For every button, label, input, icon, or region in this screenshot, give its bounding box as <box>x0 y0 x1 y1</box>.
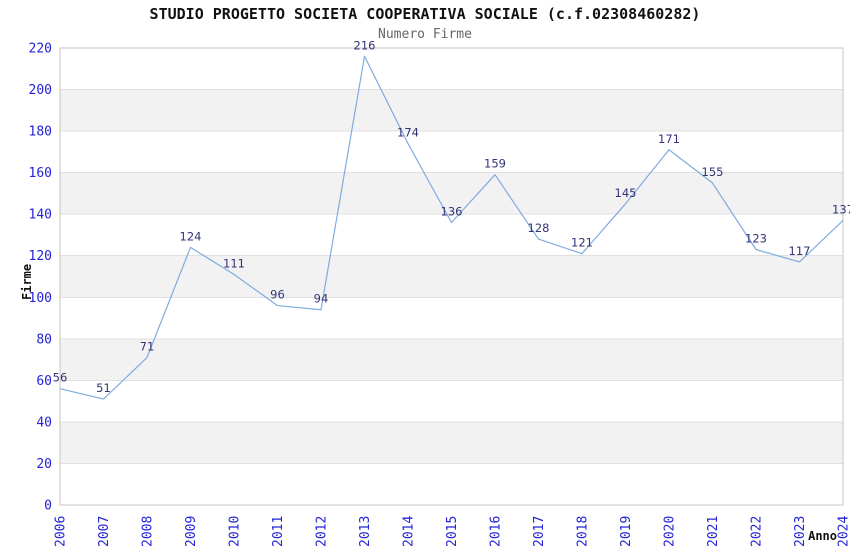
point-label: 174 <box>397 126 419 140</box>
x-tick-label: 2012 <box>315 516 330 547</box>
point-label: 111 <box>223 256 245 270</box>
point-label: 159 <box>484 157 506 171</box>
x-tick-label: 2010 <box>228 516 243 547</box>
y-tick-label: 60 <box>36 374 52 389</box>
x-tick-label: 2009 <box>184 516 199 547</box>
plot-band <box>60 89 843 132</box>
plot-band <box>60 338 843 381</box>
x-tick-label: 2017 <box>532 516 547 547</box>
y-tick-label: 180 <box>29 125 52 140</box>
plot-band <box>60 172 843 215</box>
point-label: 136 <box>441 204 463 218</box>
x-tick-label: 2008 <box>141 516 156 547</box>
point-label: 94 <box>314 292 329 306</box>
y-axis-title: Firme <box>20 264 34 300</box>
chart-subtitle: Numero Firme <box>378 27 472 42</box>
x-axis-title: Anno <box>808 529 837 543</box>
point-label: 171 <box>658 132 680 146</box>
x-tick-label: 2006 <box>54 516 69 547</box>
point-label: 71 <box>140 340 155 354</box>
y-tick-label: 20 <box>36 457 52 472</box>
x-tick-label: 2020 <box>663 516 678 547</box>
point-label: 216 <box>354 38 376 52</box>
chart-title: STUDIO PROGETTO SOCIETA COOPERATIVA SOCI… <box>149 5 701 23</box>
x-tick-label: 2018 <box>576 516 591 547</box>
point-label: 121 <box>571 236 593 250</box>
point-label: 96 <box>270 288 285 302</box>
point-label: 155 <box>702 165 724 179</box>
x-tick-label: 2007 <box>97 516 112 547</box>
x-tick-label: 2019 <box>619 516 634 547</box>
x-tick-label: 2022 <box>750 516 765 547</box>
y-tick-label: 80 <box>36 332 52 347</box>
y-tick-label: 220 <box>29 42 52 57</box>
data-line <box>59 55 844 400</box>
y-tick-label: 120 <box>29 249 52 264</box>
point-label: 137 <box>832 202 850 216</box>
x-tick-label: 2024 <box>837 516 850 547</box>
x-tick-label: 2013 <box>358 516 373 547</box>
plot-border <box>59 47 844 506</box>
y-tick-label: 160 <box>29 166 52 181</box>
y-tick-label: 200 <box>29 83 52 98</box>
y-tick-label: 140 <box>29 208 52 223</box>
point-label: 56 <box>53 371 68 385</box>
y-tick-label: 0 <box>44 499 52 514</box>
point-label: 123 <box>745 231 767 245</box>
plot-layers: 0 20 40 60 80 100 120 140 160 180 200 220 2006 2007 20… <box>29 38 850 547</box>
plot-band <box>60 255 843 298</box>
x-tick-label: 2011 <box>271 516 286 547</box>
point-label: 128 <box>528 221 550 235</box>
plot-band <box>60 421 843 464</box>
x-tick-label: 2021 <box>706 516 721 547</box>
x-tick-label: 2014 <box>402 516 417 547</box>
point-label: 51 <box>96 381 111 395</box>
x-tick-label: 2016 <box>489 516 504 547</box>
point-label: 117 <box>789 244 811 258</box>
x-tick-label: 2015 <box>445 516 460 547</box>
y-tick-label: 100 <box>29 291 52 306</box>
y-tick-label: 40 <box>36 415 52 430</box>
point-label: 145 <box>615 186 637 200</box>
point-label: 124 <box>180 229 202 243</box>
x-tick-label: 2023 <box>793 516 808 547</box>
